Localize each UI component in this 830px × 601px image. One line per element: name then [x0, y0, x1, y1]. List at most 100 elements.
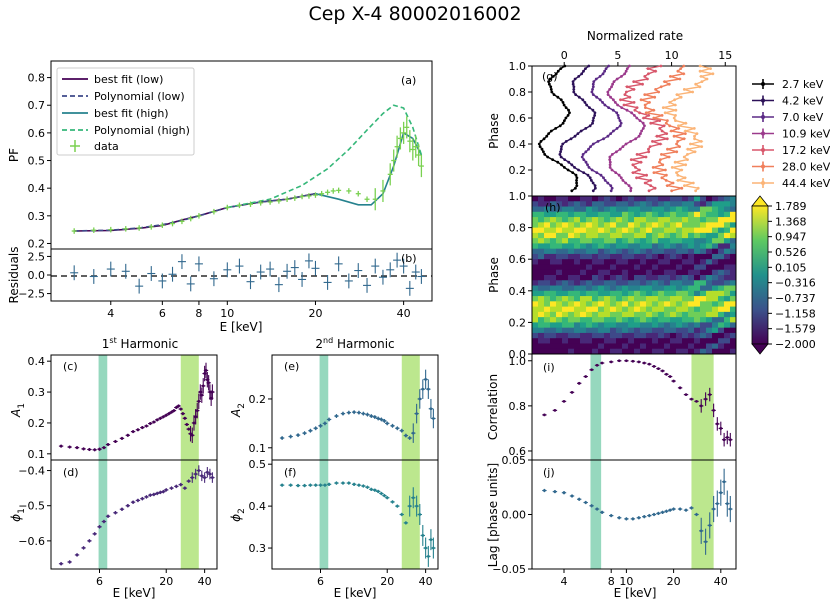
ytick-label: 0.8	[28, 72, 46, 85]
data-point	[642, 361, 647, 365]
colorbar-label: 1.368	[775, 215, 807, 228]
data-point	[140, 496, 145, 501]
panel-e-ylabel: A2	[229, 403, 247, 418]
data-point	[382, 493, 387, 498]
data-point	[656, 511, 661, 516]
data-point	[148, 224, 154, 230]
data-point	[403, 433, 409, 438]
ytick-label: 2.5	[28, 250, 46, 263]
data-point	[161, 489, 166, 494]
data-point	[346, 481, 352, 485]
data-point	[728, 432, 733, 447]
ytick-label: 0.6	[509, 112, 527, 125]
data-point	[426, 379, 431, 399]
xtick-label: 20	[308, 307, 322, 320]
data-point	[376, 416, 381, 421]
data-point	[161, 415, 166, 419]
data-point	[151, 420, 157, 424]
data-point	[397, 127, 403, 150]
data-point	[599, 510, 605, 514]
data-point	[334, 256, 343, 272]
data-point	[190, 427, 195, 444]
data-point	[636, 516, 642, 520]
data-point	[119, 507, 125, 511]
ytick-label: 0.8	[509, 400, 527, 413]
data-point	[182, 416, 188, 420]
data-point	[304, 253, 313, 269]
data-point	[177, 254, 186, 270]
cyclotron-band	[401, 460, 420, 569]
data-point	[387, 163, 393, 186]
data-point	[159, 222, 165, 228]
data-point	[334, 414, 339, 418]
data-point	[298, 272, 307, 287]
panel-d-frame	[50, 459, 218, 570]
data-point	[92, 448, 97, 452]
panel-e: (e) A2 0.1 0.2	[229, 354, 439, 461]
data-point	[101, 519, 107, 524]
xtick-label: 40	[198, 575, 212, 588]
data-point	[707, 387, 712, 402]
figure-title: Cep X-4 80002016002	[308, 3, 521, 25]
data-point	[542, 488, 547, 493]
data-point	[106, 261, 115, 277]
data-point	[199, 387, 204, 403]
legend-g-item: 44.4 keV	[752, 177, 830, 190]
data-point	[372, 488, 378, 492]
data-point	[279, 436, 285, 440]
data-point	[147, 266, 156, 281]
data-point	[58, 444, 64, 448]
data-point	[725, 490, 730, 517]
pulse-profile	[580, 64, 623, 193]
data-point	[330, 188, 336, 194]
data-point	[135, 498, 141, 503]
legend-a-item-2: Polynomial (low)	[94, 90, 185, 103]
panel-j-ylabel: Lag [phase units]	[486, 463, 500, 567]
data-point	[379, 417, 384, 422]
data-point	[135, 278, 144, 294]
ytick-label: 0.5	[28, 155, 46, 168]
data-point	[703, 392, 708, 406]
data-point	[101, 446, 107, 450]
data-point	[182, 486, 188, 490]
panel-c: (c) A1 0.1 0.2 0.3 0.4	[9, 354, 218, 461]
colorbar-label: 0.105	[775, 261, 807, 274]
data-point	[105, 514, 111, 519]
ytick-label: 0.3	[28, 210, 46, 223]
data-point	[302, 483, 307, 488]
data-point	[319, 190, 325, 197]
data-point	[416, 143, 422, 167]
data-point	[372, 415, 378, 419]
data-point	[426, 545, 431, 567]
pulse-profile	[619, 64, 669, 193]
ytick-label: 1.0	[509, 190, 527, 203]
data-point	[411, 423, 416, 443]
colorbar-label: 0.947	[775, 231, 807, 244]
data-point	[312, 192, 318, 198]
panel-b-frame	[50, 248, 433, 302]
colorbar-label: 1.789	[775, 200, 807, 213]
data-point	[168, 266, 177, 282]
data-point	[151, 492, 157, 497]
xtick-label: 20	[380, 575, 394, 588]
data-point	[361, 411, 366, 416]
data-point	[569, 494, 575, 498]
data-point	[176, 404, 181, 408]
legend-g-label: 17.2 keV	[782, 144, 830, 157]
panel-b: (b) Residuals 2.5 0.0 −2.5 4 6 8 10 20 40 E [ke…	[7, 247, 433, 334]
data-point	[174, 484, 179, 489]
legend-g-item: 7.0 keV	[752, 111, 824, 124]
data-point	[721, 432, 727, 447]
data-point	[81, 447, 86, 451]
data-point	[711, 403, 716, 418]
data-point	[308, 483, 313, 487]
data-point	[372, 188, 378, 211]
data-point	[411, 264, 420, 280]
data-point	[689, 397, 694, 401]
data-point	[361, 484, 366, 488]
ytick-label: −0.4	[18, 465, 45, 478]
data-point	[385, 496, 390, 500]
panel-c-label: (c)	[63, 360, 78, 373]
panel-j-xlabel: E [keV]	[614, 586, 657, 600]
data-point	[292, 195, 298, 201]
